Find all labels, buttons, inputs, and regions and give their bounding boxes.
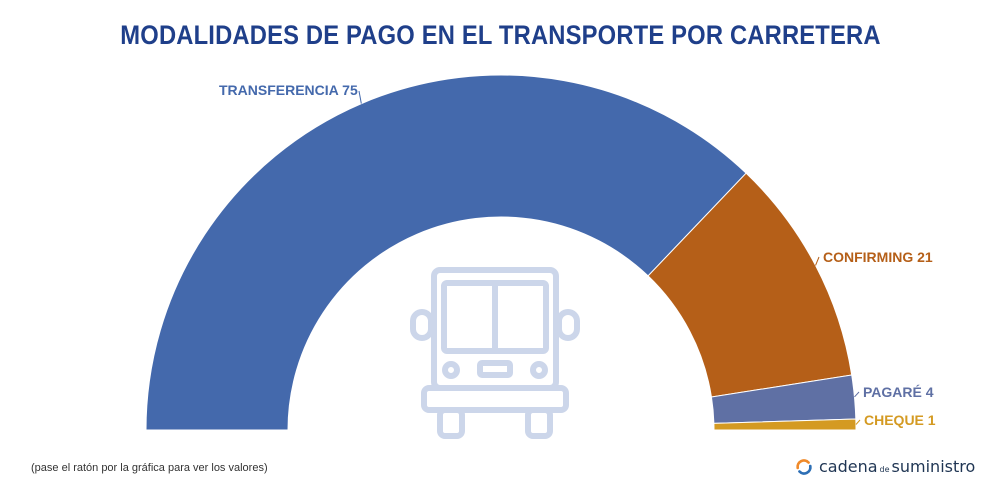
leader-line-confirming <box>815 256 820 266</box>
leader-line-transferencia <box>358 90 362 104</box>
slice-value: 75 <box>338 82 358 98</box>
brand-text-3: suministro <box>891 457 976 476</box>
slice-label-transferencia: TRANSFERENCIA 75 <box>219 82 358 98</box>
slice-value: 1 <box>924 412 936 428</box>
slice-name: CONFIRMING <box>823 249 913 265</box>
slice-value: 21 <box>913 249 933 265</box>
slice-cheque[interactable] <box>713 418 857 431</box>
truck-front-icon <box>410 267 580 439</box>
slice-name: TRANSFERENCIA <box>219 82 339 98</box>
slice-label-confirming: CONFIRMING 21 <box>823 249 933 265</box>
slice-value: 4 <box>922 384 934 400</box>
leader-line-cheque <box>855 419 861 425</box>
brand-text-1: cadena <box>819 457 878 476</box>
leader-line-pagaré <box>854 391 860 398</box>
slice-name: PAGARÉ <box>863 384 922 400</box>
hover-hint: (pase el ratón por la gráfica para ver l… <box>31 462 268 474</box>
slice-transferencia[interactable] <box>145 74 747 431</box>
slice-name: CHEQUE <box>864 412 924 428</box>
brand-logo[interactable]: cadena de suministro <box>795 457 975 476</box>
cycle-arrows-icon <box>796 458 812 475</box>
slice-label-pagaré: PAGARÉ 4 <box>863 384 934 400</box>
brand-text-2: de <box>879 465 890 474</box>
chart-title: MODALIDADES DE PAGO EN EL TRANSPORTE POR… <box>120 20 881 50</box>
slice-label-cheque: CHEQUE 1 <box>864 412 936 428</box>
